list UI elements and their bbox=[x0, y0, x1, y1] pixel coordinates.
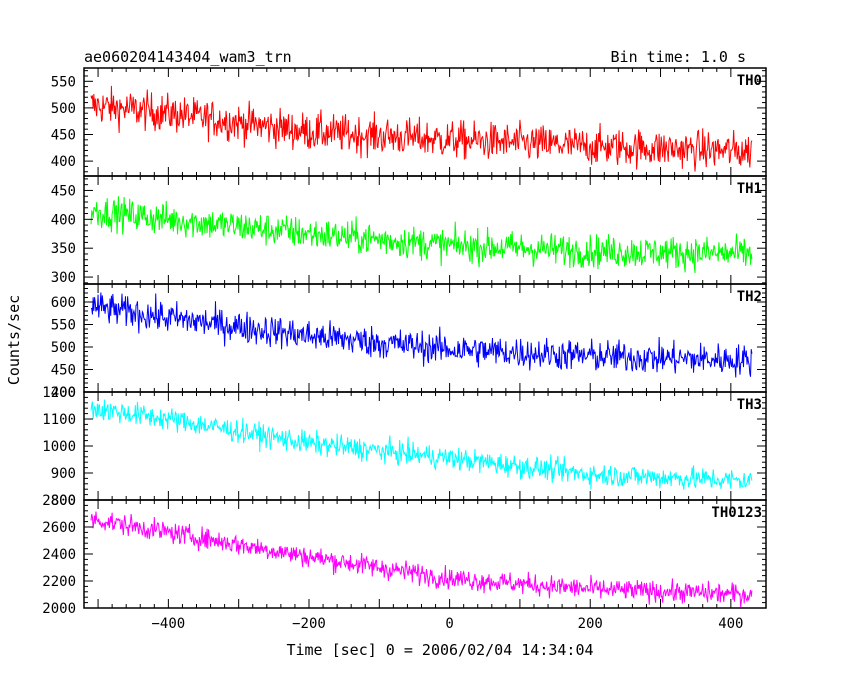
y-tick-label: 2800 bbox=[42, 493, 76, 509]
panel-frame bbox=[83, 67, 767, 177]
series-line-th0 bbox=[90, 85, 753, 172]
panels-group: 400 450 500 550 TH0 300 350 400 450 TH1 400 450 500 5… bbox=[42, 67, 767, 632]
panel-th0: 400 450 500 550 TH0 bbox=[51, 67, 767, 177]
y-axis-label: Counts/sec bbox=[5, 295, 23, 385]
x-tick-label: 0 bbox=[445, 616, 453, 632]
panel-th3: 800 900 1000 1100 1200 TH3 bbox=[42, 385, 767, 509]
x-tick-label: 400 bbox=[718, 616, 743, 632]
y-tick-label: 450 bbox=[51, 128, 76, 144]
y-tick-label: 400 bbox=[51, 212, 76, 228]
panel-th0123: 2000 2200 2400 2600 2800 TH0123 bbox=[42, 493, 767, 617]
bin-time-label: Bin time: 1.0 s bbox=[611, 48, 746, 66]
panel-label: TH3 bbox=[737, 397, 762, 413]
y-tick-label: 550 bbox=[51, 318, 76, 334]
y-tick-label: 500 bbox=[51, 101, 76, 117]
y-tick-label: 2200 bbox=[42, 574, 76, 590]
panel-frame bbox=[83, 391, 767, 501]
y-tick-label: 400 bbox=[51, 154, 76, 170]
y-tick-label: 2600 bbox=[42, 520, 76, 536]
y-tick-label: 500 bbox=[51, 340, 76, 356]
y-tick-label: 350 bbox=[51, 241, 76, 257]
x-axis-label: Time [sec] 0 = 2006/02/04 14:34:04 bbox=[286, 641, 593, 659]
y-tick-label: 2400 bbox=[42, 547, 76, 563]
y-tick-label: 450 bbox=[51, 363, 76, 379]
panel-frame bbox=[83, 283, 767, 393]
x-tick-label: −200 bbox=[292, 616, 326, 632]
series-line-th1 bbox=[90, 196, 753, 274]
panel-label: TH2 bbox=[737, 289, 762, 305]
series-line-th2 bbox=[90, 292, 753, 378]
panel-label: TH0 bbox=[737, 73, 762, 89]
y-tick-label: 400 bbox=[51, 385, 76, 401]
series-line-th0123 bbox=[90, 511, 753, 608]
y-tick-label: 300 bbox=[51, 270, 76, 286]
y-tick-label: 550 bbox=[51, 74, 76, 90]
panel-label: TH0123 bbox=[711, 505, 762, 521]
y-tick-label: 600 bbox=[51, 295, 76, 311]
x-tick-label: −400 bbox=[152, 616, 186, 632]
panel-label: TH1 bbox=[737, 181, 762, 197]
x-tick-label: 200 bbox=[578, 616, 603, 632]
y-tick-label: 2000 bbox=[42, 601, 76, 617]
figure-title: ae060204143404_wam3_trn bbox=[84, 48, 292, 66]
y-tick-label: 1100 bbox=[42, 412, 76, 428]
y-tick-label: 900 bbox=[51, 466, 76, 482]
panel-th1: 300 350 400 450 TH1 bbox=[51, 175, 767, 286]
y-tick-label: 1200 bbox=[42, 385, 76, 401]
y-tick-label: 1000 bbox=[42, 439, 76, 455]
y-tick-label: 800 bbox=[51, 493, 76, 509]
y-tick-label: 450 bbox=[51, 183, 76, 199]
panel-th2: 400 450 500 550 600 TH2 bbox=[51, 283, 767, 401]
series-line-th3 bbox=[90, 399, 753, 490]
